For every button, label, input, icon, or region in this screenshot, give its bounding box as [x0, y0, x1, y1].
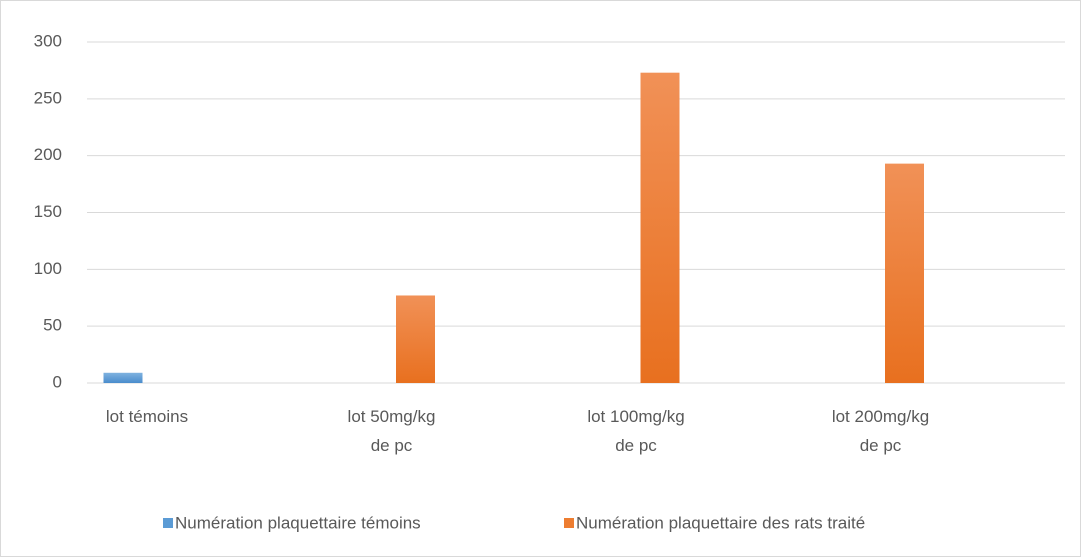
bar	[640, 72, 680, 383]
x-tick-label: lot 50mg/kg de pc	[347, 407, 436, 455]
legend-swatch	[163, 518, 173, 528]
x-tick-label: lot témoins	[105, 407, 189, 426]
y-tick-label: 250	[34, 88, 62, 107]
y-tick-label: 200	[34, 145, 62, 164]
bar	[396, 295, 435, 383]
x-tick-label: lot 200mg/kg de pc	[831, 407, 930, 455]
bar	[103, 372, 143, 383]
legend-label: Numération plaquettaire des rats traité	[576, 513, 865, 532]
y-tick-label: 150	[34, 202, 62, 221]
y-tick-label: 50	[43, 316, 62, 335]
x-tick-label: lot 100mg/kg de pc	[587, 407, 685, 455]
y-tick-label: 100	[34, 259, 62, 278]
legend-swatch	[564, 518, 574, 528]
bar	[885, 163, 924, 383]
y-tick-label: 0	[53, 372, 62, 391]
legend-label: Numération plaquettaire témoins	[175, 513, 421, 532]
y-tick-label: 300	[34, 31, 62, 50]
